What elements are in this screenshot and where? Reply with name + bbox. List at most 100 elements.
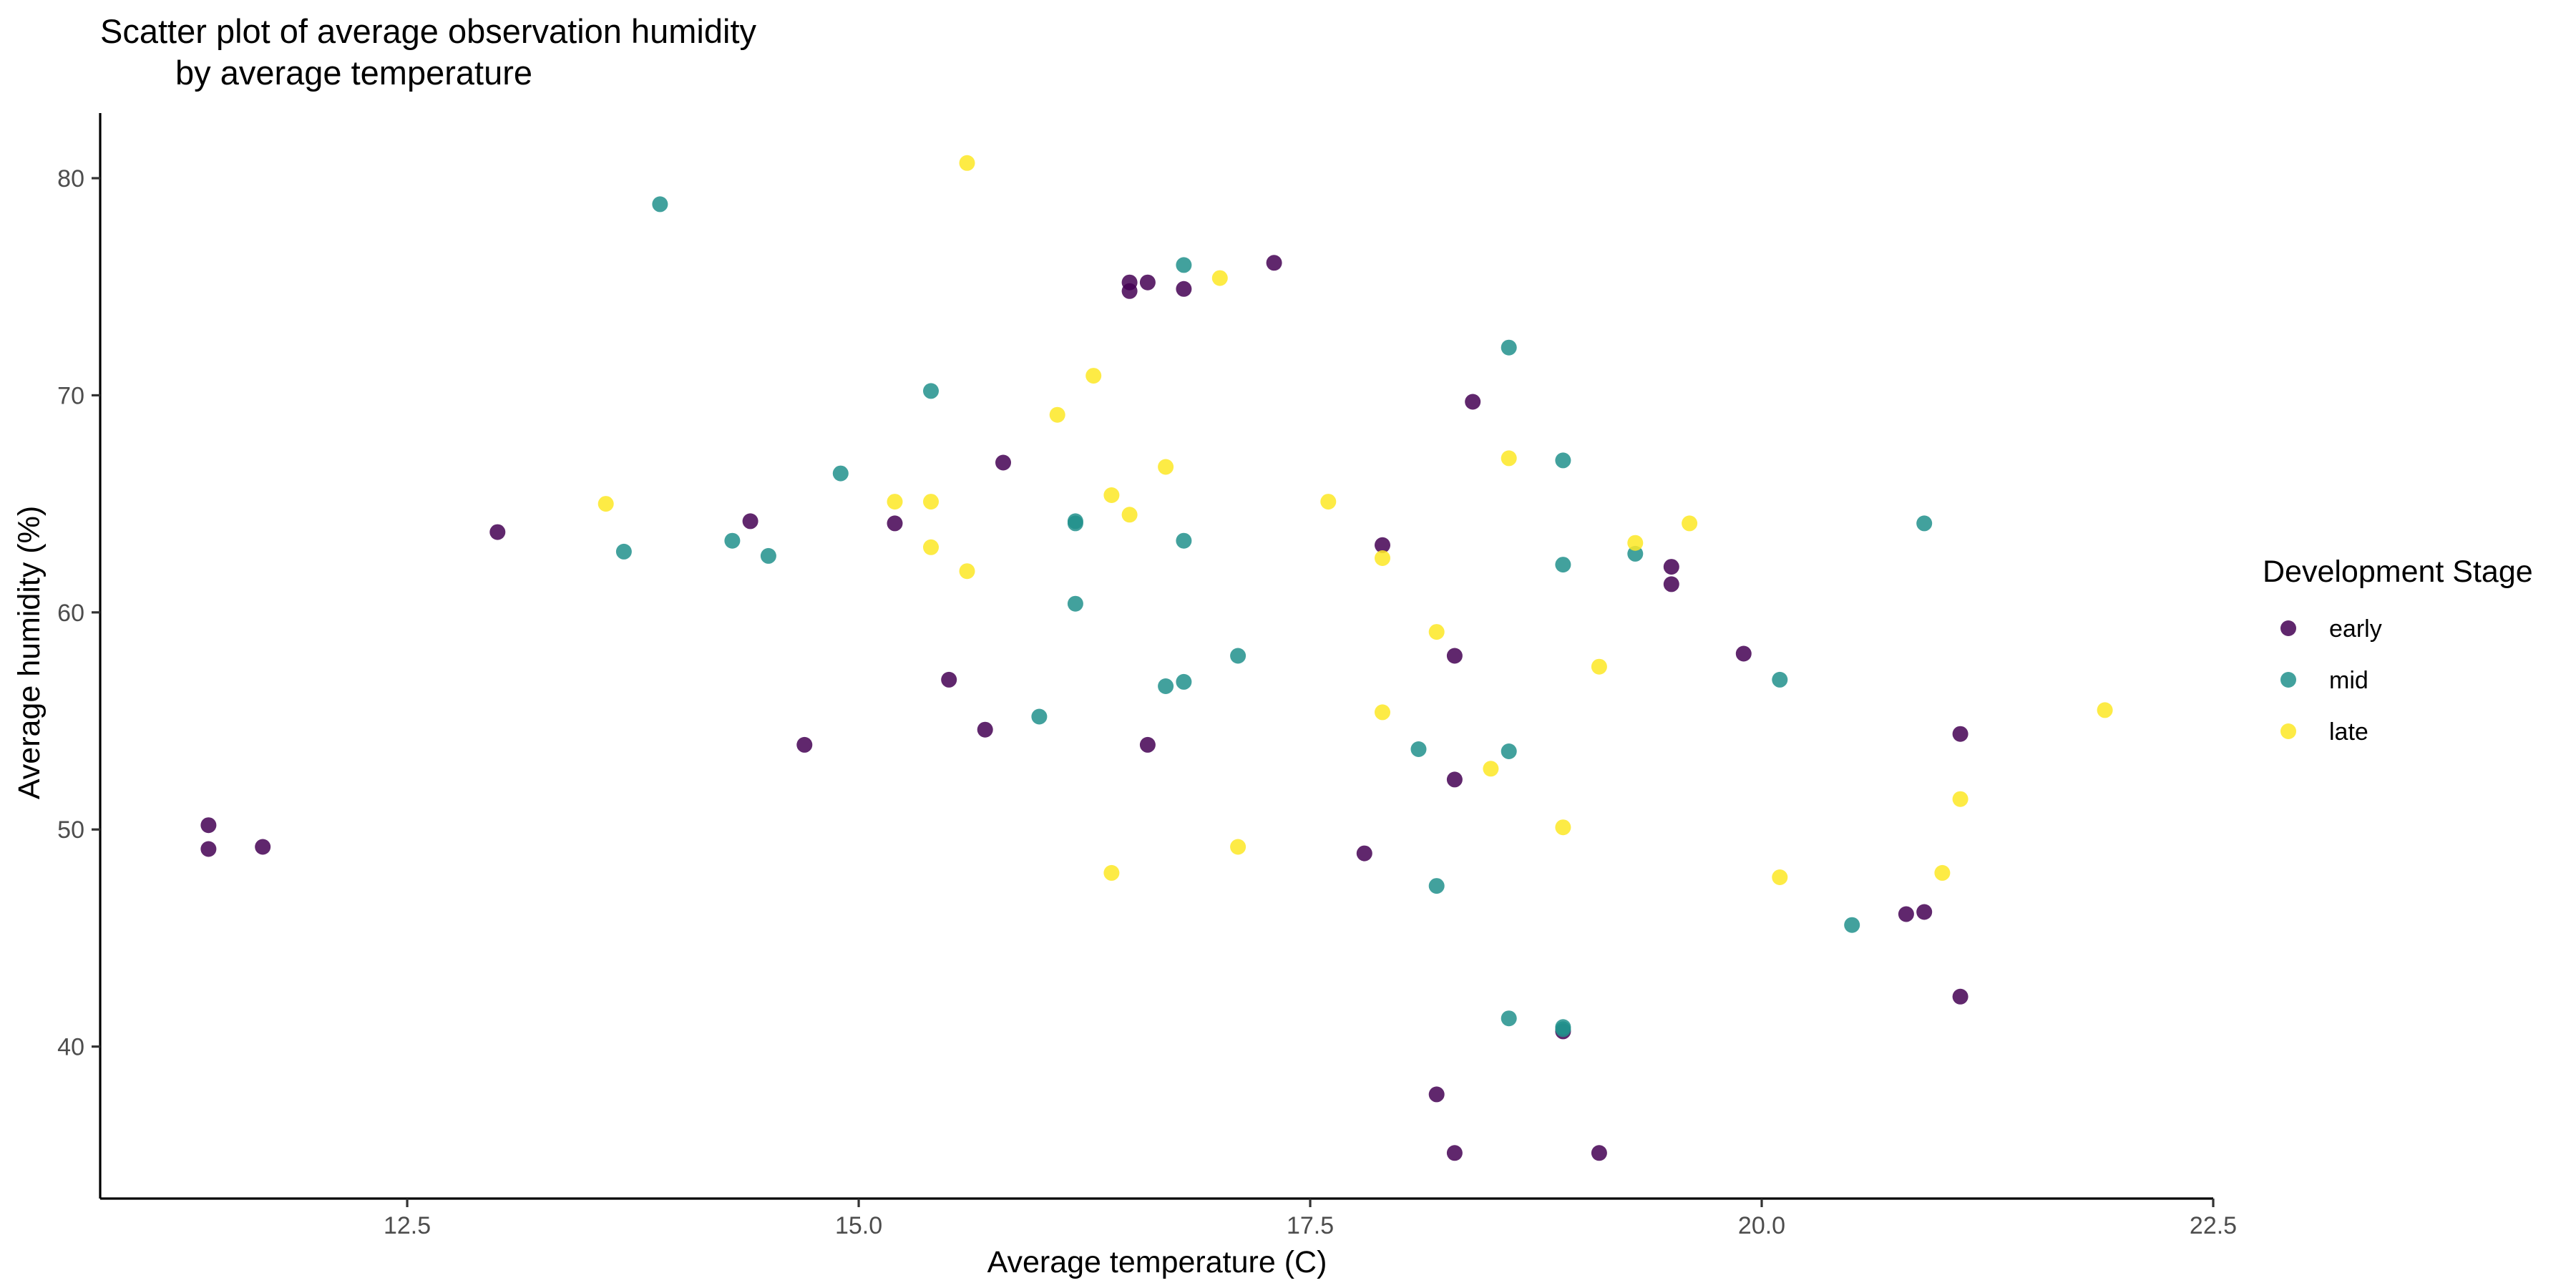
point-mid-22 <box>1555 557 1571 573</box>
point-late-5 <box>959 563 975 580</box>
point-early-13 <box>1139 274 1156 291</box>
point-mid-26 <box>1772 671 1788 688</box>
point-mid-2 <box>652 196 668 213</box>
series-late <box>597 155 2113 885</box>
point-late-9 <box>1103 864 1120 881</box>
point-late-25 <box>1772 869 1788 885</box>
x-axis-ticks: 12.5 15.0 17.5 20.0 22.5 <box>384 1199 2237 1239</box>
point-early-15 <box>1176 280 1192 297</box>
point-late-23 <box>1627 535 1644 551</box>
point-early-8 <box>941 671 957 688</box>
point-early-5 <box>742 513 758 530</box>
point-mid-18 <box>1501 339 1517 356</box>
point-early-12 <box>1121 274 1138 291</box>
point-late-14 <box>1230 839 1246 855</box>
point-early-1 <box>200 817 217 834</box>
point-early-27 <box>1663 576 1679 592</box>
point-early-26 <box>1663 559 1679 575</box>
point-late-22 <box>1591 658 1607 675</box>
point-mid-4 <box>760 547 776 564</box>
point-mid-7 <box>1031 708 1048 725</box>
point-early-7 <box>887 515 903 532</box>
x-tick-label: 22.5 <box>2190 1212 2237 1239</box>
legend-items: early mid late <box>2280 615 2382 746</box>
point-late-13 <box>1211 270 1228 286</box>
legend-key-late <box>2280 723 2296 739</box>
point-mid-24 <box>1555 1019 1571 1035</box>
point-early-6 <box>796 736 813 753</box>
y-tick-label: 40 <box>57 1034 84 1061</box>
point-late-1 <box>597 496 614 512</box>
point-early-16 <box>1266 255 1282 271</box>
legend-label-mid: mid <box>2329 667 2368 694</box>
point-late-24 <box>1682 515 1698 532</box>
point-late-28 <box>2097 702 2113 718</box>
point-mid-13 <box>1176 673 1192 690</box>
point-early-25 <box>1591 1145 1607 1161</box>
legend-title: Development Stage <box>2263 555 2533 589</box>
point-late-17 <box>1375 704 1390 721</box>
y-tick-label: 80 <box>57 165 84 192</box>
series-early <box>200 255 1968 1161</box>
point-early-32 <box>1952 988 1968 1005</box>
point-mid-20 <box>1501 1010 1517 1027</box>
point-early-19 <box>1428 1086 1445 1103</box>
point-mid-10 <box>1067 595 1083 612</box>
series-mid <box>615 196 1933 1038</box>
point-early-4 <box>489 524 506 540</box>
point-early-2 <box>200 841 217 857</box>
point-late-15 <box>1320 494 1337 510</box>
point-mid-12 <box>1176 532 1192 549</box>
point-early-31 <box>1952 726 1968 742</box>
point-early-29 <box>1898 906 1914 922</box>
point-late-19 <box>1483 761 1499 777</box>
point-early-14 <box>1139 736 1156 753</box>
legend-label-early: early <box>2329 615 2382 643</box>
point-mid-27 <box>1844 917 1860 933</box>
point-mid-5 <box>832 465 849 482</box>
point-early-10 <box>995 454 1011 471</box>
point-late-11 <box>1121 507 1138 523</box>
point-mid-17 <box>1428 878 1445 894</box>
point-early-20 <box>1446 648 1463 664</box>
point-late-7 <box>1049 406 1065 423</box>
point-mid-16 <box>1410 741 1427 757</box>
point-mid-11 <box>1158 678 1174 694</box>
point-early-28 <box>1735 645 1752 662</box>
point-late-10 <box>1103 487 1120 503</box>
point-early-17 <box>1356 845 1372 862</box>
point-late-4 <box>923 539 939 555</box>
point-early-30 <box>1916 904 1933 920</box>
point-early-3 <box>255 839 271 855</box>
point-mid-14 <box>1176 257 1192 273</box>
point-mid-28 <box>1916 515 1933 532</box>
point-late-12 <box>1158 459 1174 475</box>
point-mid-21 <box>1555 452 1571 469</box>
point-late-2 <box>887 494 903 510</box>
point-early-21 <box>1446 771 1463 788</box>
chart-title-line-2: by average temperature <box>175 54 532 92</box>
point-mid-1 <box>615 543 632 560</box>
plot-area: 12.5 15.0 17.5 20.0 22.5 40 50 60 70 80 <box>57 113 2237 1239</box>
chart-title-line-1: Scatter plot of average observation humi… <box>100 12 757 50</box>
x-tick-label: 12.5 <box>384 1212 431 1239</box>
point-late-26 <box>1934 864 1951 881</box>
chart-title: Scatter plot of average observation humi… <box>100 12 757 92</box>
legend-key-mid <box>2280 672 2296 688</box>
point-mid-3 <box>724 532 741 549</box>
point-mid-9 <box>1067 513 1083 530</box>
point-late-27 <box>1952 791 1968 807</box>
point-late-21 <box>1555 819 1571 836</box>
point-late-6 <box>959 155 975 171</box>
point-late-20 <box>1501 450 1517 467</box>
point-late-8 <box>1085 368 1102 384</box>
point-mid-6 <box>923 383 939 399</box>
point-early-18 <box>1375 537 1390 553</box>
x-axis-label: Average temperature (C) <box>987 1245 1327 1279</box>
legend-key-early <box>2280 620 2296 636</box>
y-tick-label: 60 <box>57 600 84 627</box>
point-early-22 <box>1446 1145 1463 1161</box>
y-tick-label: 50 <box>57 816 84 844</box>
y-tick-label: 70 <box>57 382 84 409</box>
